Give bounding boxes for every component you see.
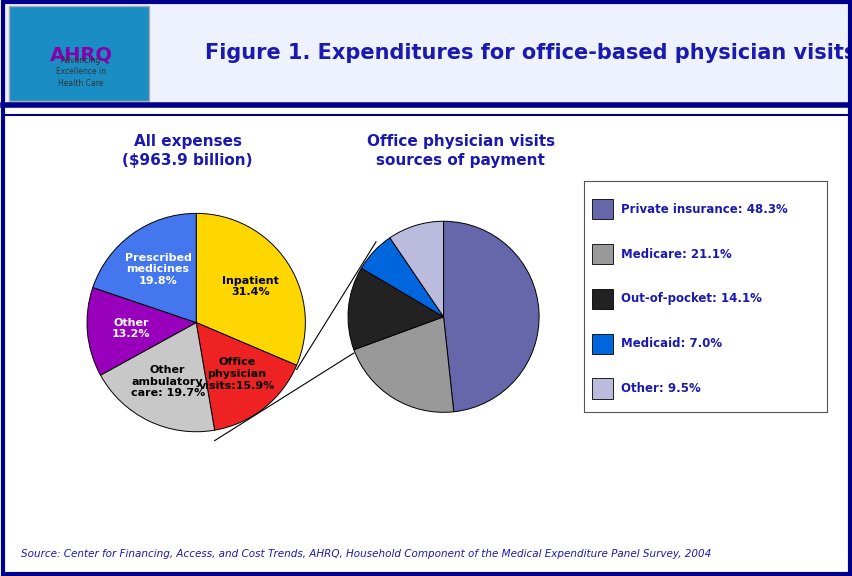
Bar (591, 334, 613, 354)
Wedge shape (93, 213, 196, 323)
Text: Prescribed
medicines
19.8%: Prescribed medicines 19.8% (124, 253, 191, 286)
Text: Source: Center for Financing, Access, and Cost Trends, AHRQ, Household Component: Source: Center for Financing, Access, an… (21, 549, 711, 559)
Text: Other: 9.5%: Other: 9.5% (620, 382, 699, 395)
Text: Figure 1. Expenditures for office-based physician visits, 2004: Figure 1. Expenditures for office-based … (204, 43, 852, 63)
Wedge shape (361, 238, 443, 317)
Wedge shape (348, 268, 443, 350)
Wedge shape (389, 221, 443, 317)
Text: AHRQ: AHRQ (49, 46, 112, 64)
Text: Office physician visits: Office physician visits (366, 134, 554, 149)
Text: sources of payment: sources of payment (376, 153, 544, 168)
Wedge shape (443, 221, 538, 412)
Wedge shape (101, 323, 215, 432)
Text: Other
13.2%: Other 13.2% (112, 317, 150, 339)
Text: Office
physician
visits:15.9%: Office physician visits:15.9% (199, 357, 274, 391)
Text: All expenses: All expenses (134, 134, 241, 149)
Wedge shape (196, 323, 296, 430)
Text: Medicare: 21.1%: Medicare: 21.1% (620, 248, 731, 260)
Text: Other
ambulatory
care: 19.7%: Other ambulatory care: 19.7% (130, 365, 204, 398)
Wedge shape (196, 213, 305, 365)
Text: Out-of-pocket: 14.1%: Out-of-pocket: 14.1% (620, 293, 761, 305)
Bar (591, 244, 613, 264)
Bar (591, 199, 613, 219)
Bar (591, 289, 613, 309)
Text: Private insurance: 48.3%: Private insurance: 48.3% (620, 203, 786, 215)
Text: Inpatient
31.4%: Inpatient 31.4% (222, 276, 279, 297)
Text: ($963.9 billion): ($963.9 billion) (123, 153, 252, 168)
Text: Advancing
Excellence in
Health Care: Advancing Excellence in Health Care (56, 56, 106, 88)
Wedge shape (354, 317, 453, 412)
Text: Medicaid: 7.0%: Medicaid: 7.0% (620, 338, 721, 350)
Wedge shape (87, 287, 196, 375)
Bar (591, 378, 613, 399)
